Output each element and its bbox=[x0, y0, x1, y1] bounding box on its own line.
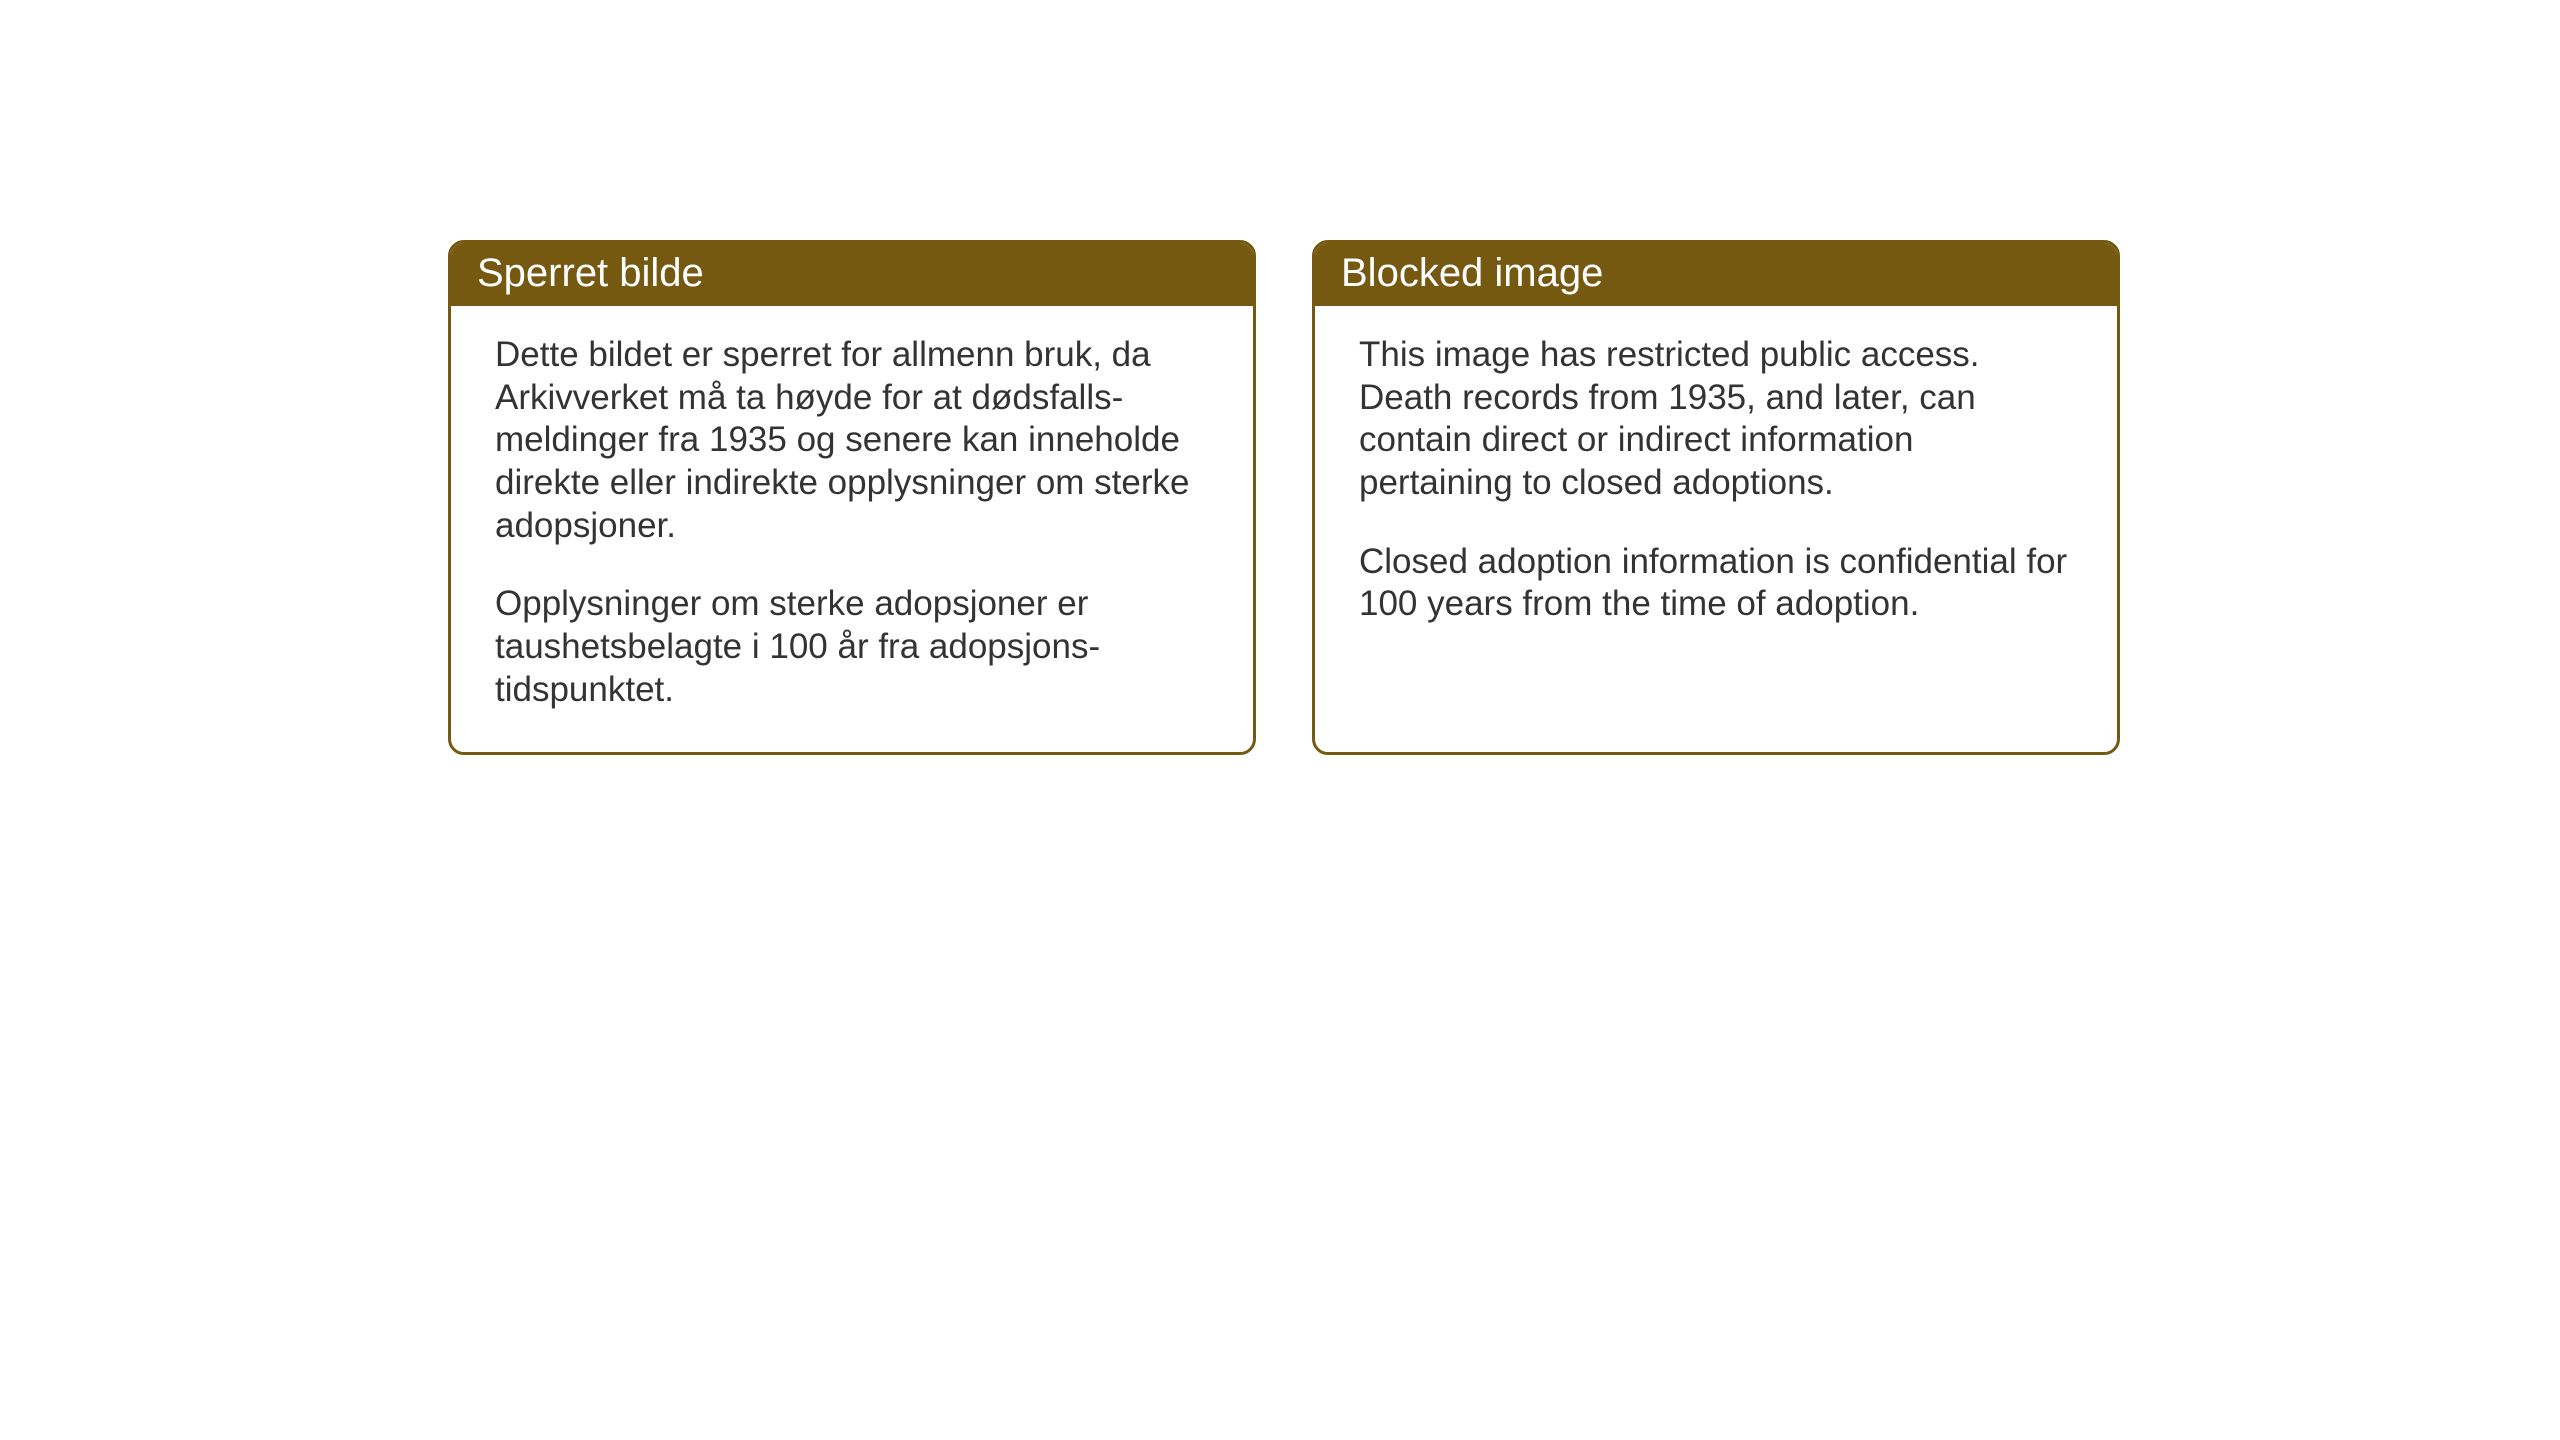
card-body-norwegian: Dette bildet er sperret for allmenn bruk… bbox=[451, 306, 1253, 752]
card-title-english: Blocked image bbox=[1341, 251, 1603, 295]
card-title-norwegian: Sperret bilde bbox=[477, 251, 704, 295]
card-header-english: Blocked image bbox=[1315, 243, 2117, 306]
card-paragraph2-english: Closed adoption information is confident… bbox=[1359, 541, 2073, 626]
cards-container: Sperret bilde Dette bildet er sperret fo… bbox=[448, 240, 2120, 755]
card-paragraph1-norwegian: Dette bildet er sperret for allmenn bruk… bbox=[495, 334, 1209, 547]
card-header-norwegian: Sperret bilde bbox=[451, 243, 1253, 306]
card-body-english: This image has restricted public access.… bbox=[1315, 306, 2117, 726]
card-paragraph2-norwegian: Opplysninger om sterke adopsjoner er tau… bbox=[495, 583, 1209, 711]
card-norwegian: Sperret bilde Dette bildet er sperret fo… bbox=[448, 240, 1256, 755]
card-english: Blocked image This image has restricted … bbox=[1312, 240, 2120, 755]
card-paragraph1-english: This image has restricted public access.… bbox=[1359, 334, 2073, 505]
